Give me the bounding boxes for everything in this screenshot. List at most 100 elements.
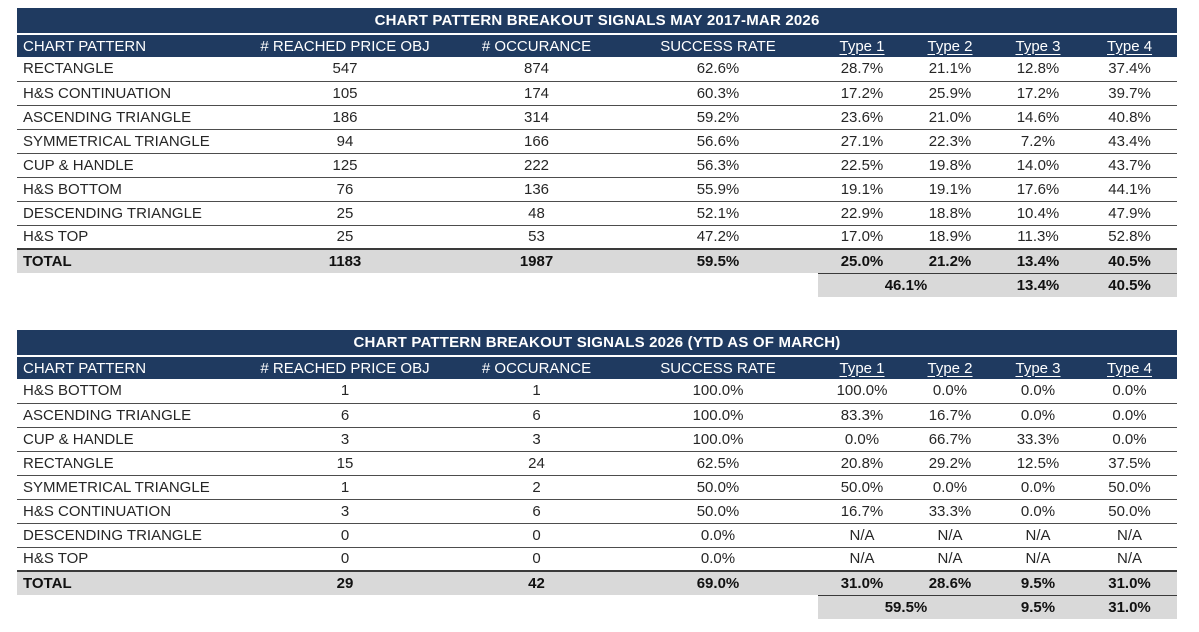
value-cell: 43.4%	[1082, 129, 1178, 154]
table-row: SYMMETRICAL TRIANGLE 1 2 50.0% 50.0% 0.0% 0.0%…	[17, 475, 1178, 500]
value-cell: 186	[235, 105, 455, 130]
col-header-type-4: Type 4	[1082, 356, 1178, 379]
value-cell: 37.4%	[1082, 57, 1178, 82]
value-cell: 33.3%	[906, 499, 994, 524]
value-cell: 0.0%	[994, 379, 1082, 404]
value-cell: 52.8%	[1082, 225, 1178, 250]
type-summary-row: 46.1% 13.4% 40.5%	[17, 272, 1178, 297]
table-body-2: H&S BOTTOM 1 1 100.0% 100.0% 0.0% 0.0% 0.0% ASCE…	[17, 379, 1178, 572]
value-cell: N/A	[906, 547, 994, 572]
value-cell: 7.2%	[994, 129, 1082, 154]
value-cell: 14.6%	[994, 105, 1082, 130]
pattern-name-cell: ASCENDING TRIANGLE	[17, 105, 235, 130]
value-cell: 0.0%	[906, 379, 994, 404]
value-cell: 16.7%	[906, 403, 994, 428]
total-type-3: 9.5%	[994, 570, 1082, 595]
pattern-name-cell: H&S CONTINUATION	[17, 499, 235, 524]
value-cell: 0.0%	[618, 547, 818, 572]
pattern-name-cell: RECTANGLE	[17, 451, 235, 476]
column-header-row: CHART PATTERN # REACHED PRICE OBJ # OCCU…	[17, 34, 1178, 57]
table-row: SYMMETRICAL TRIANGLE 94 166 56.6% 27.1% 22.3%…	[17, 129, 1178, 154]
table-row: H&S BOTTOM 1 1 100.0% 100.0% 0.0% 0.0% 0.0%	[17, 379, 1178, 404]
value-cell: 18.9%	[906, 225, 994, 250]
value-cell: 25	[235, 225, 455, 250]
table-row: RECTANGLE 15 24 62.5% 20.8% 29.2% 12.5% 37.5%	[17, 451, 1178, 476]
value-cell: 59.2%	[618, 105, 818, 130]
value-cell: 0.0%	[994, 475, 1082, 500]
col-header-occurance: # OCCURANCE	[455, 356, 618, 379]
value-cell: 14.0%	[994, 153, 1082, 178]
value-cell: 43.7%	[1082, 153, 1178, 178]
value-cell: 44.1%	[1082, 177, 1178, 202]
table-row: H&S TOP 25 53 47.2% 17.0% 18.9% 11.3% 52.8%	[17, 225, 1178, 250]
value-cell: 166	[455, 129, 618, 154]
value-cell: 0.0%	[1082, 427, 1178, 452]
pattern-name-cell: H&S TOP	[17, 225, 235, 250]
value-cell: 6	[455, 403, 618, 428]
pattern-name-cell: CUP & HANDLE	[17, 427, 235, 452]
summary-type-4: 31.0%	[1082, 594, 1178, 619]
summary-type-3: 13.4%	[994, 272, 1082, 297]
col-header-type-1: Type 1	[818, 356, 906, 379]
value-cell: 100.0%	[818, 379, 906, 404]
total-type-1: 25.0%	[818, 248, 906, 273]
col-header-chart-pattern: CHART PATTERN	[17, 34, 235, 57]
value-cell: 0.0%	[1082, 403, 1178, 428]
value-cell: 0.0%	[994, 499, 1082, 524]
value-cell: 6	[455, 499, 618, 524]
col-header-type-2: Type 2	[906, 34, 994, 57]
value-cell: 314	[455, 105, 618, 130]
column-header-row: CHART PATTERN # REACHED PRICE OBJ # OCCU…	[17, 356, 1178, 379]
value-cell: 27.1%	[818, 129, 906, 154]
value-cell: 174	[455, 81, 618, 106]
total-type-2: 21.2%	[906, 248, 994, 273]
value-cell: 0	[235, 523, 455, 548]
table-row: ASCENDING TRIANGLE 186 314 59.2% 23.6% 21.0% 1…	[17, 105, 1178, 130]
value-cell: 6	[235, 403, 455, 428]
value-cell: 94	[235, 129, 455, 154]
value-cell: N/A	[818, 523, 906, 548]
total-type-4: 40.5%	[1082, 248, 1178, 273]
value-cell: 50.0%	[1082, 475, 1178, 500]
total-label: TOTAL	[17, 570, 235, 595]
value-cell: 105	[235, 81, 455, 106]
value-cell: 12.8%	[994, 57, 1082, 82]
total-type-4: 31.0%	[1082, 570, 1178, 595]
total-reached: 29	[235, 570, 455, 595]
value-cell: 62.6%	[618, 57, 818, 82]
table-title: CHART PATTERN BREAKOUT SIGNALS MAY 2017-…	[17, 8, 1178, 35]
total-occurance: 42	[455, 570, 618, 595]
value-cell: 76	[235, 177, 455, 202]
pattern-name-cell: ASCENDING TRIANGLE	[17, 403, 235, 428]
value-cell: 17.2%	[818, 81, 906, 106]
value-cell: 62.5%	[618, 451, 818, 476]
pattern-name-cell: RECTANGLE	[17, 57, 235, 82]
value-cell: 29.2%	[906, 451, 994, 476]
value-cell: 547	[235, 57, 455, 82]
table-row: H&S CONTINUATION 105 174 60.3% 17.2% 25.9% 17.…	[17, 81, 1178, 106]
value-cell: 53	[455, 225, 618, 250]
table-row: H&S CONTINUATION 3 6 50.0% 16.7% 33.3% 0.0% 50.…	[17, 499, 1178, 524]
value-cell: 0.0%	[818, 427, 906, 452]
value-cell: 16.7%	[818, 499, 906, 524]
value-cell: 0	[455, 523, 618, 548]
value-cell: 21.1%	[906, 57, 994, 82]
value-cell: 2	[455, 475, 618, 500]
table-row: CUP & HANDLE 125 222 56.3% 22.5% 19.8% 14.0% 43…	[17, 153, 1178, 178]
total-row: TOTAL 29 42 69.0% 31.0% 28.6% 9.5% 31.0%	[17, 570, 1178, 595]
value-cell: N/A	[906, 523, 994, 548]
value-cell: 33.3%	[994, 427, 1082, 452]
value-cell: 60.3%	[618, 81, 818, 106]
value-cell: 18.8%	[906, 201, 994, 226]
table-row: ASCENDING TRIANGLE 6 6 100.0% 83.3% 16.7% 0.0%…	[17, 403, 1178, 428]
table-title: CHART PATTERN BREAKOUT SIGNALS 2026 (YTD…	[17, 330, 1178, 357]
value-cell: 28.7%	[818, 57, 906, 82]
value-cell: 40.8%	[1082, 105, 1178, 130]
type-summary-row: 59.5% 9.5% 31.0%	[17, 594, 1178, 619]
table-title-row: CHART PATTERN BREAKOUT SIGNALS MAY 2017-…	[17, 8, 1178, 35]
pattern-name-cell: DESCENDING TRIANGLE	[17, 201, 235, 226]
value-cell: 874	[455, 57, 618, 82]
value-cell: 1	[455, 379, 618, 404]
value-cell: 22.9%	[818, 201, 906, 226]
value-cell: N/A	[994, 547, 1082, 572]
